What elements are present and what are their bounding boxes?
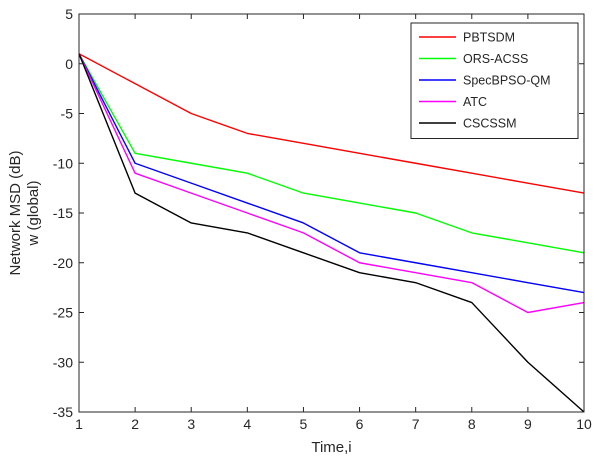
legend-label: CSCSSM (463, 117, 516, 131)
y-tick-label: -30 (53, 354, 73, 370)
x-tick-label: 2 (131, 416, 139, 432)
x-tick-label: 10 (576, 416, 592, 432)
y-tick-label: -10 (53, 155, 73, 171)
legend-label: ORS-ACSS (463, 52, 528, 66)
y-tick-label: -5 (61, 106, 74, 122)
legend-box (410, 22, 579, 139)
series-line-ors-acss (78, 53, 585, 254)
y-tick-label: -25 (53, 305, 73, 321)
legend-label: SpecBPSO-QM (463, 74, 551, 88)
series-line-pbtsdm (78, 53, 585, 194)
x-tick-label: 1 (75, 416, 83, 432)
series-line-cscssm (78, 53, 585, 413)
x-tick-label: 8 (468, 416, 476, 432)
y-axis-label-line-1: Network MSD (dB) (7, 150, 24, 275)
series-line-atc (78, 53, 585, 314)
series-line-specbpso-qm (78, 53, 585, 294)
y-tick-label: -15 (53, 205, 73, 221)
y-tick-label: 0 (65, 56, 73, 72)
x-tick-label: 3 (187, 416, 195, 432)
x-tick-label: 6 (356, 416, 364, 432)
y-tick-label: -20 (53, 255, 73, 271)
series-layer (78, 53, 585, 413)
x-tick-label: 4 (243, 416, 251, 432)
ticks-layer: 1 2 3 4 5 6 7 8 9 10 5 0 -5 -10 -15 -20 -25 -30 -35 (53, 6, 592, 432)
y-axis-label-line-2: w (global) (25, 180, 42, 246)
x-axis-label: Time,i (311, 439, 351, 456)
legend: PBTSDM ORS-ACSS SpecBPSO-QM ATC CSCSSM (410, 22, 579, 139)
legend-label: ATC (463, 95, 487, 109)
legend-label: PBTSDM (463, 31, 515, 45)
y-tick-label: 5 (65, 6, 73, 22)
y-tick-label: -35 (53, 404, 73, 420)
x-tick-label: 9 (524, 416, 532, 432)
x-tick-label: 5 (300, 416, 308, 432)
x-tick-label: 7 (412, 416, 420, 432)
